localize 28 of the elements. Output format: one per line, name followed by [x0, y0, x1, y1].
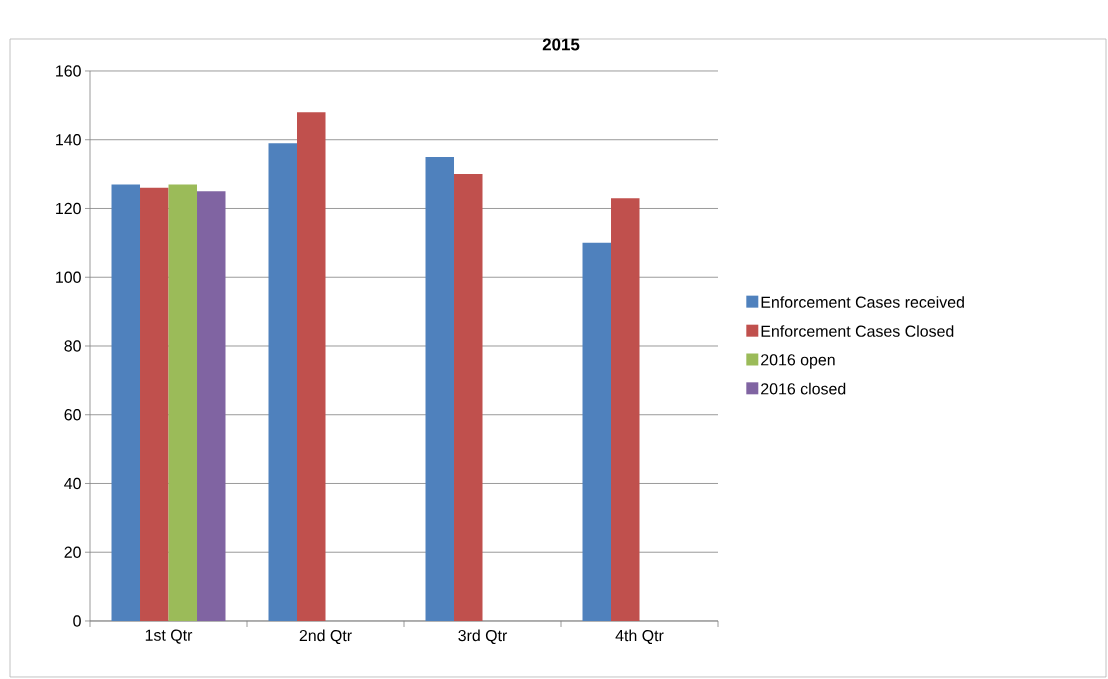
y-tick-label: 80 [64, 340, 81, 352]
legend-label: Enforcement Cases Closed [761, 325, 954, 337]
bar [425, 156, 455, 621]
x-tick-label: 2nd Qtr [299, 629, 352, 645]
y-tick-label: 140 [56, 134, 81, 146]
bar [168, 184, 198, 621]
bar [297, 112, 326, 621]
chart-title: 2015 [542, 38, 580, 51]
bar [197, 191, 226, 621]
y-tick-label: 20 [64, 546, 81, 558]
y-tick-label: 100 [56, 271, 81, 283]
y-tick-label: 120 [56, 202, 81, 215]
bar [611, 198, 640, 621]
legend-label: Enforcement Cases received [761, 296, 964, 308]
x-tick-label: 4th Qtr [615, 629, 664, 645]
bar [268, 143, 298, 621]
y-tick-label: 0 [73, 615, 81, 627]
legend-label: 2016 closed [761, 382, 846, 395]
y-tick-label: 40 [64, 477, 81, 490]
x-tick-label: 3rd Qtr [458, 629, 508, 645]
bar [140, 187, 169, 621]
x-tick-label: 1st Qtr [145, 629, 193, 644]
legend-label: 2016 open [761, 354, 835, 369]
bar [454, 174, 483, 621]
bar [582, 242, 612, 621]
y-tick-label: 160 [56, 65, 81, 77]
bar [111, 184, 141, 621]
y-tick-label: 60 [64, 409, 81, 421]
